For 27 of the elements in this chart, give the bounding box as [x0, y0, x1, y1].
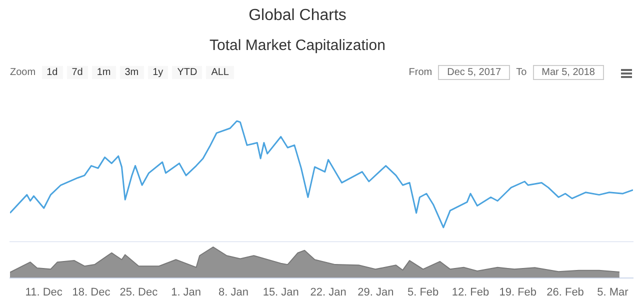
- x-tick-label: 8. Jan: [218, 286, 248, 298]
- x-tick-label: 26. Feb: [546, 286, 584, 298]
- x-tick-label: 1. Jan: [171, 286, 202, 298]
- x-tick-label: 29. Jan: [358, 286, 394, 298]
- chart-title: Global Charts: [248, 7, 348, 25]
- text: 3m: [120, 66, 144, 79]
- text: Mar 5, 2018: [532, 65, 604, 80]
- x-tick-label: 19. Feb: [499, 286, 537, 298]
- text: ALL: [206, 66, 234, 79]
- text: From: [408, 67, 432, 78]
- text: Zoom: [10, 67, 36, 78]
- x-tick-label: 15. Jan: [262, 286, 299, 298]
- x-tick-label: 12. Feb: [452, 286, 490, 298]
- x-tick-label: 22. Jan: [310, 286, 346, 298]
- text: YTD: [172, 66, 202, 79]
- x-tick-label: 5. Feb: [407, 286, 439, 298]
- chart-subtitle: Total Market Capitalization: [208, 37, 386, 54]
- x-tick-label: 25. Dec: [120, 286, 158, 298]
- x-tick-label: 5. Mar: [597, 286, 629, 298]
- text: 1m: [92, 66, 116, 79]
- text: Dec 5, 2017: [438, 65, 510, 80]
- text: 7d: [66, 66, 88, 79]
- text: 1d: [42, 66, 63, 79]
- text: To: [516, 67, 527, 78]
- text: 1y: [148, 66, 168, 79]
- x-tick-label: 11. Dec: [25, 286, 63, 298]
- x-tick-label: 18. Dec: [72, 286, 111, 298]
